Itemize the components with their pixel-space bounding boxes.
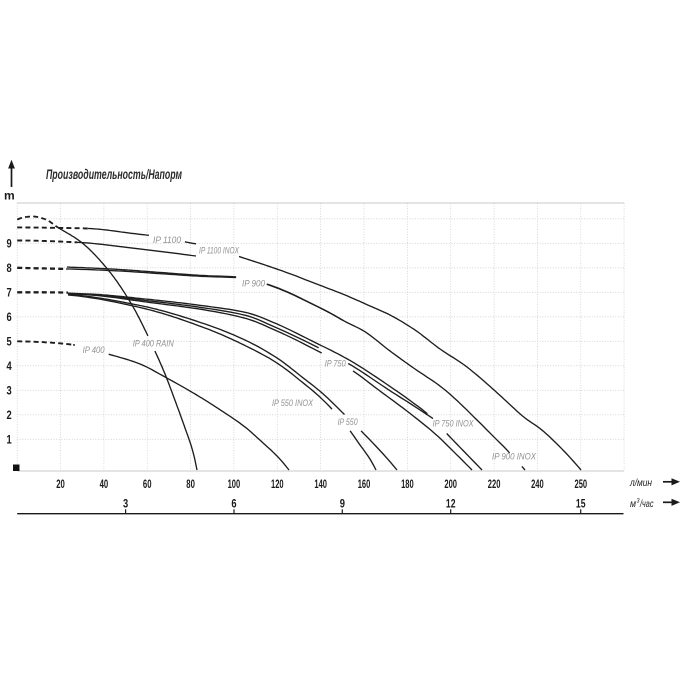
- svg-text:7: 7: [7, 286, 12, 300]
- svg-text:140: 140: [314, 477, 327, 491]
- svg-text:2: 2: [7, 408, 12, 422]
- svg-text:200: 200: [444, 477, 457, 491]
- svg-text:6: 6: [231, 498, 236, 510]
- svg-text:5: 5: [7, 335, 12, 349]
- svg-text:220: 220: [488, 477, 501, 491]
- svg-text:м: м: [630, 498, 636, 510]
- svg-text:20: 20: [56, 477, 65, 491]
- svg-text:Производительность/Напорм: Производительность/Напорм: [46, 167, 182, 182]
- svg-text:IP 400: IP 400: [83, 345, 106, 356]
- svg-text:/час: /час: [639, 498, 654, 510]
- svg-text:3: 3: [7, 384, 12, 398]
- svg-text:IP 550 INOX: IP 550 INOX: [272, 398, 314, 409]
- svg-text:180: 180: [401, 477, 414, 491]
- svg-text:12: 12: [446, 498, 456, 510]
- svg-text:60: 60: [143, 477, 152, 491]
- svg-text:л/мин: л/мин: [629, 477, 652, 489]
- svg-text:40: 40: [100, 477, 109, 491]
- svg-text:IP 400 RAIN: IP 400 RAIN: [133, 338, 174, 349]
- svg-text:8: 8: [7, 261, 12, 275]
- svg-text:250: 250: [575, 477, 588, 491]
- svg-text:100: 100: [228, 477, 241, 491]
- svg-text:240: 240: [531, 477, 544, 491]
- svg-text:160: 160: [358, 477, 371, 491]
- svg-text:m: m: [4, 188, 15, 202]
- svg-text:9: 9: [340, 498, 345, 510]
- svg-text:IP 550: IP 550: [338, 417, 359, 428]
- svg-text:3: 3: [123, 498, 128, 510]
- svg-text:IP 900: IP 900: [242, 278, 266, 289]
- svg-text:80: 80: [186, 477, 195, 491]
- svg-text:4: 4: [7, 359, 12, 373]
- svg-text:IP 1100: IP 1100: [153, 235, 182, 246]
- svg-text:9: 9: [7, 237, 12, 251]
- svg-text:120: 120: [271, 477, 284, 491]
- svg-text:15: 15: [576, 498, 586, 510]
- svg-text:1: 1: [7, 433, 12, 447]
- svg-text:IP 900 INOX: IP 900 INOX: [492, 451, 537, 462]
- svg-text:IP 750: IP 750: [325, 359, 347, 370]
- svg-text:IP 750 INOX: IP 750 INOX: [433, 419, 475, 430]
- svg-text:6: 6: [7, 310, 12, 324]
- svg-text:IP 1100 INOX: IP 1100 INOX: [199, 246, 239, 257]
- svg-text:3: 3: [637, 498, 640, 505]
